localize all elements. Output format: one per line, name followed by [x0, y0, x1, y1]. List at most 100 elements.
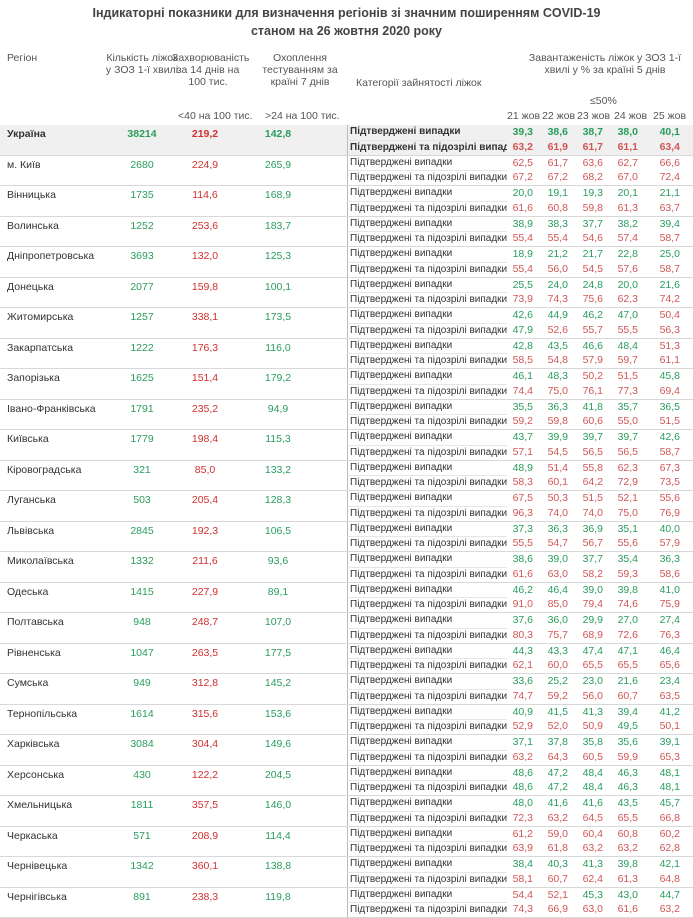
- category-confirmed: Підтверджені випадки: [347, 888, 507, 903]
- category-confirmed: Підтверджені випадки: [347, 217, 507, 232]
- category-confirmed: Підтверджені випадки: [347, 339, 507, 354]
- suspected-occupancy-value: 73,5: [650, 475, 680, 490]
- suspected-occupancy-value: 65,5: [608, 658, 638, 673]
- testing-value: 106,5: [248, 525, 308, 537]
- suspected-occupancy-value: 60,1: [538, 475, 568, 490]
- incidence-value: 238,3: [175, 891, 235, 903]
- confirmed-occupancy-value: 39,8: [608, 583, 638, 598]
- suspected-occupancy-value: 96,3: [503, 506, 533, 521]
- testing-value: 93,6: [248, 555, 308, 567]
- beds-value: 2845: [112, 525, 172, 537]
- confirmed-occupancy-value: 38,3: [538, 217, 568, 232]
- confirmed-occupancy-value: 21,7: [573, 247, 603, 262]
- confirmed-occupancy-value: 39,3: [503, 125, 533, 140]
- testing-value: 107,0: [248, 616, 308, 628]
- suspected-occupancy-value: 75,6: [573, 292, 603, 307]
- region-name: Дніпропетровська: [7, 250, 94, 262]
- suspected-occupancy-value: 64,8: [650, 872, 680, 887]
- suspected-occupancy-value: 59,8: [573, 201, 603, 216]
- category-confirmed: Підтверджені випадки: [347, 400, 507, 415]
- suspected-occupancy-value: 67,2: [538, 170, 568, 185]
- header-region: Регіон: [7, 52, 37, 64]
- testing-value: 265,9: [248, 159, 308, 171]
- testing-value: 128,3: [248, 494, 308, 506]
- confirmed-occupancy-value: 35,1: [608, 522, 638, 537]
- suspected-occupancy-value: 76,1: [573, 384, 603, 399]
- testing-value: 115,3: [248, 433, 308, 445]
- suspected-occupancy-value: 50,1: [650, 719, 680, 734]
- region-name: Харківська: [7, 738, 59, 750]
- confirmed-occupancy-value: 60,2: [650, 827, 680, 842]
- header-incidence: Захворюваність за 14 днів на 100 тис.: [172, 52, 244, 88]
- beds-value: 1614: [112, 708, 172, 720]
- confirmed-occupancy-value: 39,4: [650, 217, 680, 232]
- testing-value: 114,4: [248, 830, 308, 842]
- confirmed-occupancy-value: 45,7: [650, 796, 680, 811]
- suspected-occupancy-value: 55,5: [608, 323, 638, 338]
- confirmed-occupancy-value: 46,3: [608, 766, 638, 781]
- category-confirmed: Підтверджені випадки: [347, 430, 507, 445]
- confirmed-occupancy-value: 46,4: [650, 644, 680, 659]
- confirmed-occupancy-value: 20,0: [608, 278, 638, 293]
- suspected-occupancy-value: 48,1: [650, 780, 680, 795]
- testing-value: 116,0: [248, 342, 308, 354]
- suspected-occupancy-value: 55,4: [503, 262, 533, 277]
- category-confirmed: Підтверджені випадки: [347, 278, 507, 293]
- suspected-occupancy-value: 80,3: [503, 628, 533, 643]
- category-suspected: Підтверджені та підозрілі випадки: [347, 689, 507, 704]
- confirmed-occupancy-value: 61,2: [503, 827, 533, 842]
- suspected-occupancy-value: 74,2: [650, 292, 680, 307]
- incidence-value: 304,4: [175, 738, 235, 750]
- region-name: Донецька: [7, 281, 54, 293]
- confirmed-occupancy-value: 22,8: [608, 247, 638, 262]
- suspected-occupancy-value: 54,5: [538, 445, 568, 460]
- suspected-occupancy-value: 56,7: [573, 536, 603, 551]
- category-suspected: Підтверджені та підозрілі випадки: [347, 140, 507, 155]
- region-name: Тернопільська: [7, 708, 77, 720]
- suspected-occupancy-value: 48,4: [573, 780, 603, 795]
- confirmed-occupancy-value: 19,3: [573, 186, 603, 201]
- suspected-occupancy-value: 72,4: [650, 170, 680, 185]
- incidence-value: 360,1: [175, 860, 235, 872]
- beds-value: 1332: [112, 555, 172, 567]
- region-name: Кіровоградська: [7, 464, 81, 476]
- beds-value: 949: [112, 677, 172, 689]
- title-line-2: станом на 26 жовтня 2020 року: [0, 22, 693, 40]
- confirmed-occupancy-value: 37,3: [503, 522, 533, 537]
- suspected-occupancy-value: 85,0: [538, 597, 568, 612]
- confirmed-occupancy-value: 39,0: [538, 552, 568, 567]
- confirmed-occupancy-value: 54,4: [503, 888, 533, 903]
- suspected-occupancy-value: 48,6: [503, 780, 533, 795]
- region-name: Хмельницька: [7, 799, 72, 811]
- testing-value: 173,5: [248, 311, 308, 323]
- region-name: Одеська: [7, 586, 48, 598]
- confirmed-occupancy-value: 39,7: [573, 430, 603, 445]
- category-suspected: Підтверджені та підозрілі випадки: [347, 353, 507, 368]
- confirmed-occupancy-value: 18,9: [503, 247, 533, 262]
- region-name: Полтавська: [7, 616, 64, 628]
- suspected-occupancy-value: 64,3: [538, 750, 568, 765]
- confirmed-occupancy-value: 51,4: [538, 461, 568, 476]
- region-name: Рівненська: [7, 647, 61, 659]
- suspected-occupancy-value: 61,3: [608, 872, 638, 887]
- confirmed-occupancy-value: 20,1: [608, 186, 638, 201]
- suspected-occupancy-value: 64,5: [573, 811, 603, 826]
- incidence-value: 192,3: [175, 525, 235, 537]
- confirmed-occupancy-value: 39,7: [608, 430, 638, 445]
- suspected-occupancy-value: 63,2: [503, 140, 533, 155]
- date-header: 22 жов: [542, 110, 575, 122]
- category-confirmed: Підтверджені випадки: [347, 827, 507, 842]
- category-suspected: Підтверджені та підозрілі випадки: [347, 567, 507, 582]
- beds-value: 1811: [112, 799, 172, 811]
- testing-value: 133,2: [248, 464, 308, 476]
- confirmed-occupancy-value: 39,8: [608, 857, 638, 872]
- confirmed-occupancy-value: 55,8: [573, 461, 603, 476]
- category-confirmed: Підтверджені випадки: [347, 491, 507, 506]
- beds-value: 3084: [112, 738, 172, 750]
- incidence-value: 132,0: [175, 250, 235, 262]
- header-beds: Кількість ліжок у ЗОЗ 1-ї хвилі: [103, 52, 181, 76]
- incidence-value: 253,6: [175, 220, 235, 232]
